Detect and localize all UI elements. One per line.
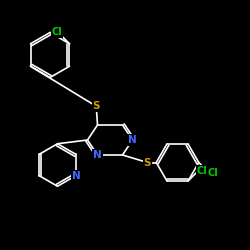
Text: Cl: Cl	[207, 168, 218, 177]
Text: N: N	[128, 135, 137, 145]
Text: S: S	[144, 158, 151, 168]
Text: Cl: Cl	[196, 166, 207, 176]
Text: Cl: Cl	[52, 28, 62, 38]
Text: N: N	[72, 170, 80, 180]
Text: N: N	[93, 150, 102, 160]
Text: S: S	[92, 101, 100, 111]
